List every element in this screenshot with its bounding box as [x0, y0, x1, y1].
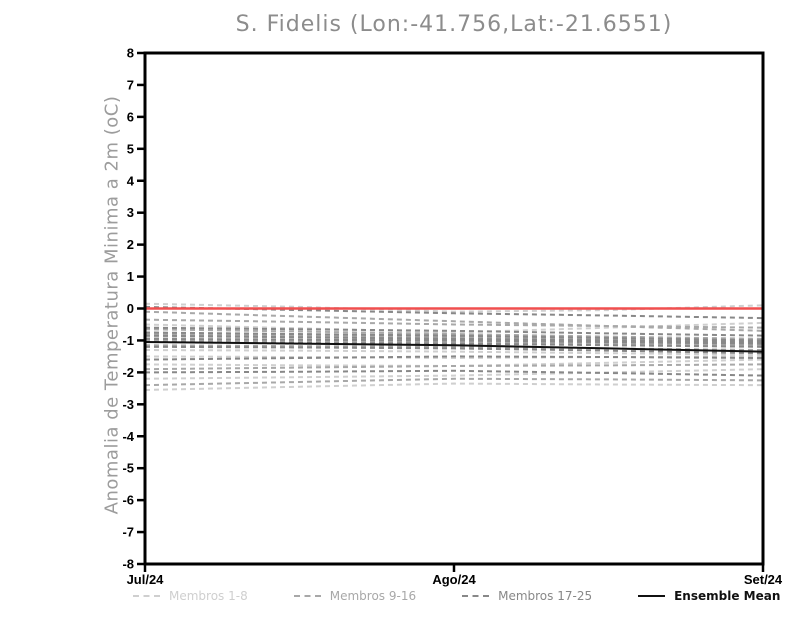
member-line — [144, 382, 764, 391]
y-tick-label: 6 — [127, 109, 134, 124]
solid-line-sample-mean — [638, 595, 666, 597]
member-line — [144, 310, 764, 332]
legend-label-ensemble-mean: Ensemble Mean — [674, 589, 781, 603]
y-tick-label: -4 — [122, 429, 134, 444]
y-tick-label: -5 — [122, 461, 134, 476]
y-tick-label: 5 — [127, 141, 134, 156]
legend-label-membros-17-25: Membros 17-25 — [498, 589, 593, 603]
legend-item-membros-1-8: Membros 1-8 — [133, 589, 248, 603]
member-line — [144, 328, 764, 340]
x-tick-label: Set/24 — [744, 572, 783, 587]
x-tick-label: Ago/24 — [432, 572, 476, 587]
member-line — [144, 345, 764, 355]
legend-label-membros-9-16: Membros 9-16 — [329, 589, 417, 603]
member-line — [144, 331, 764, 342]
legend: Membros 1-8 Membros 9-16 Membros 17-25 E… — [133, 589, 780, 603]
y-tick-label: -7 — [122, 525, 134, 540]
y-tick-label: -6 — [122, 493, 134, 508]
y-tick-label: -2 — [122, 365, 134, 380]
member-line — [144, 349, 764, 356]
member-line — [144, 337, 764, 345]
y-tick-label: 0 — [127, 301, 134, 316]
x-tick-label: Jul/24 — [127, 572, 165, 587]
y-tick-label: 4 — [127, 173, 135, 188]
y-tick-label: -3 — [122, 397, 134, 412]
dashed-line-sample-dark — [462, 595, 490, 597]
member-line — [144, 377, 764, 387]
member-line — [144, 369, 764, 377]
y-tick-label: 7 — [127, 77, 134, 92]
legend-item-membros-9-16: Membros 9-16 — [293, 589, 417, 603]
y-tick-label: 1 — [127, 269, 134, 284]
member-line — [144, 318, 764, 329]
member-line — [144, 355, 764, 361]
member-line — [144, 334, 764, 344]
dashed-line-sample-light — [133, 595, 160, 597]
legend-item-membros-17-25: Membros 17-25 — [462, 589, 592, 603]
legend-item-ensemble-mean: Ensemble Mean — [638, 589, 780, 603]
y-tick-label: 3 — [127, 205, 134, 220]
member-line — [144, 326, 764, 337]
chart-title: S. Fidelis (Lon:-41.756,Lat:-21.6551) — [235, 12, 673, 37]
y-tick-label: -1 — [122, 333, 134, 348]
y-tick-label: -8 — [122, 557, 134, 572]
member-line — [144, 363, 764, 371]
y-tick-label: 8 — [127, 46, 134, 61]
plot-frame — [143, 51, 765, 566]
dashed-line-sample-medium — [293, 595, 321, 597]
y-tick-label: 2 — [127, 237, 134, 252]
legend-label-membros-1-8: Membros 1-8 — [169, 589, 248, 603]
member-line — [144, 368, 764, 380]
member-line — [144, 339, 764, 347]
ensemble-mean-line — [144, 341, 764, 353]
